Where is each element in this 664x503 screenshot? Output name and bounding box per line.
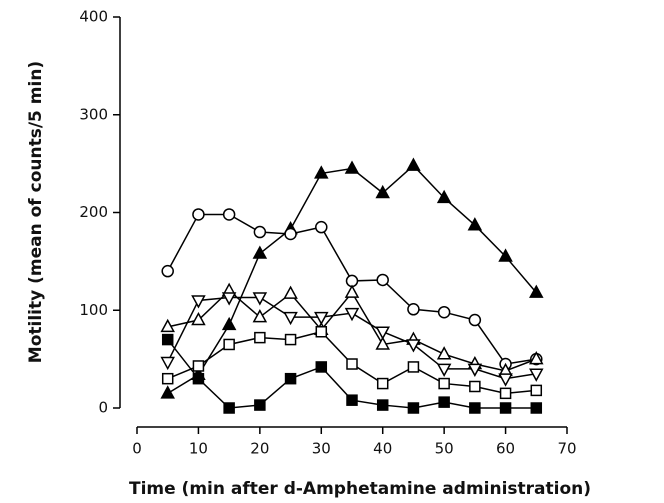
marker (284, 227, 297, 241)
marker (314, 165, 329, 179)
marker (346, 358, 358, 370)
marker (436, 189, 452, 204)
marker (252, 292, 268, 306)
marker (315, 326, 328, 338)
marker (469, 402, 481, 414)
marker (406, 339, 421, 353)
y-axis-title: Motility (mean of counts/5 min) (26, 61, 46, 363)
marker (160, 356, 175, 371)
marker (530, 384, 543, 397)
marker (375, 184, 390, 199)
marker (529, 368, 544, 382)
x-tick-label: 0 (132, 440, 142, 458)
y-tick-label: 0 (98, 399, 108, 417)
marker (315, 220, 328, 234)
marker (469, 380, 481, 393)
marker (438, 396, 450, 408)
x-tick-label: 70 (557, 440, 576, 458)
marker (407, 402, 420, 414)
marker (221, 292, 237, 306)
marker (160, 318, 175, 333)
marker (437, 305, 451, 319)
marker (529, 351, 544, 365)
marker (499, 387, 512, 400)
marker (254, 399, 266, 411)
marker (283, 285, 298, 299)
marker (161, 372, 174, 385)
marker (160, 385, 175, 399)
x-tick-label: 20 (250, 440, 269, 458)
marker (407, 303, 420, 316)
marker (161, 333, 174, 346)
marker (161, 264, 174, 278)
marker (468, 313, 482, 327)
marker (438, 377, 450, 390)
y-tick-label: 300 (79, 105, 108, 123)
marker (344, 284, 360, 298)
marker (283, 311, 298, 326)
marker (254, 331, 266, 344)
marker (253, 225, 267, 239)
marker (222, 208, 236, 221)
marker (223, 402, 235, 414)
marker (252, 245, 268, 259)
marker (221, 316, 237, 331)
marker (375, 326, 390, 340)
x-axis-title: Time (min after d-Amphetamine administra… (129, 479, 591, 499)
marker (192, 360, 205, 372)
marker (284, 333, 297, 346)
marker (344, 160, 360, 174)
marker (314, 311, 329, 326)
marker (467, 217, 483, 231)
y-tick-label: 400 (79, 8, 108, 26)
x-tick-label: 60 (496, 440, 515, 458)
marker (252, 309, 268, 323)
marker (376, 273, 389, 287)
marker (529, 284, 544, 298)
marker (191, 295, 206, 309)
marker (375, 336, 390, 350)
marker (530, 402, 543, 414)
marker (499, 402, 512, 414)
marker (436, 363, 452, 377)
marker (436, 346, 452, 360)
marker (498, 248, 513, 262)
marker (376, 377, 389, 390)
x-tick-label: 30 (312, 440, 331, 458)
x-tick-label: 40 (373, 440, 392, 458)
x-tick-label: 50 (435, 440, 454, 458)
marker (406, 157, 421, 171)
marker (407, 361, 420, 373)
marker (223, 338, 235, 351)
marker (344, 307, 360, 322)
marker (346, 394, 358, 406)
marker (192, 372, 205, 385)
marker (315, 361, 328, 373)
x-tick-label: 10 (189, 440, 208, 458)
marker (376, 399, 389, 411)
y-tick-label: 100 (79, 301, 108, 319)
marker (192, 208, 205, 221)
marker (191, 311, 206, 326)
marker (284, 372, 297, 385)
y-tick-label: 200 (79, 203, 108, 221)
marker (498, 373, 513, 387)
marker (467, 363, 483, 377)
